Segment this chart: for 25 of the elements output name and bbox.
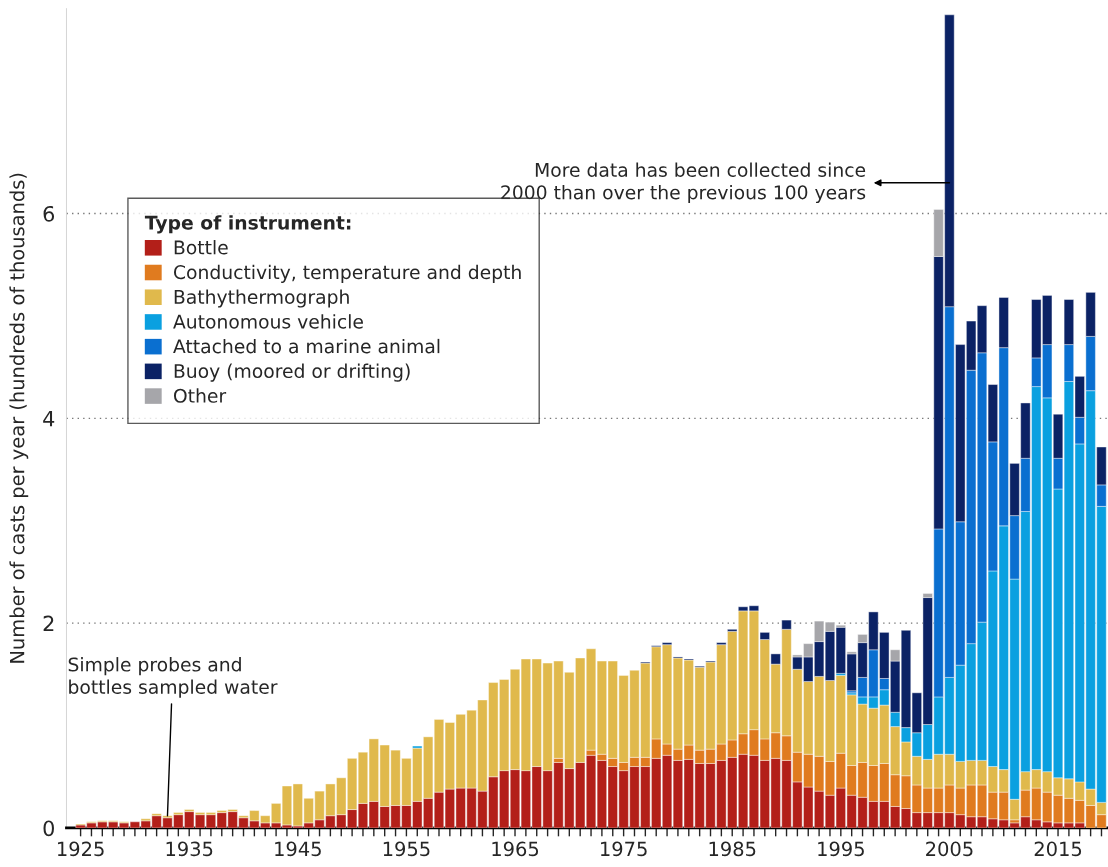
legend-label: Other bbox=[173, 388, 227, 403]
x-tick-label: 2015 bbox=[1034, 841, 1082, 857]
legend-label: Attached to a marine animal bbox=[173, 338, 440, 354]
x-tick-label: 1935 bbox=[166, 841, 213, 857]
legend-title: Type of instrument: bbox=[144, 215, 351, 234]
legend-label: Conductivity, temperature and depth bbox=[173, 264, 521, 283]
x-tick-label: 2005 bbox=[926, 841, 973, 857]
legend-label: Bathythermograph bbox=[174, 289, 349, 308]
x-tick-label: 1955 bbox=[383, 841, 430, 857]
annotation: More data has been collected since 2000 than over the previous 100 years bbox=[501, 162, 866, 204]
y-tick-label: 4 bbox=[43, 411, 55, 427]
legend-label: Bottle bbox=[174, 240, 228, 255]
x-tick-label: 1945 bbox=[275, 841, 321, 857]
y-tick-label: 0 bbox=[43, 820, 54, 837]
legend-label: Autonomous vehicle bbox=[173, 314, 363, 329]
y-axis-title: Number of casts per year (hundreds of thousands) bbox=[9, 173, 29, 663]
annotation: Simple probes and bottles sampled water bbox=[68, 657, 278, 698]
y-tick-label: 2 bbox=[43, 615, 54, 632]
legend-label: Buoy (moored or drifting) bbox=[174, 363, 410, 382]
x-tick-label: 1985 bbox=[709, 841, 756, 857]
x-tick-label: 1965 bbox=[492, 841, 539, 857]
y-tick-label: 6 bbox=[43, 205, 55, 222]
x-tick-label: 1975 bbox=[601, 841, 647, 857]
x-tick-label: 1995 bbox=[818, 841, 864, 857]
x-tick-label: 1925 bbox=[57, 841, 104, 857]
